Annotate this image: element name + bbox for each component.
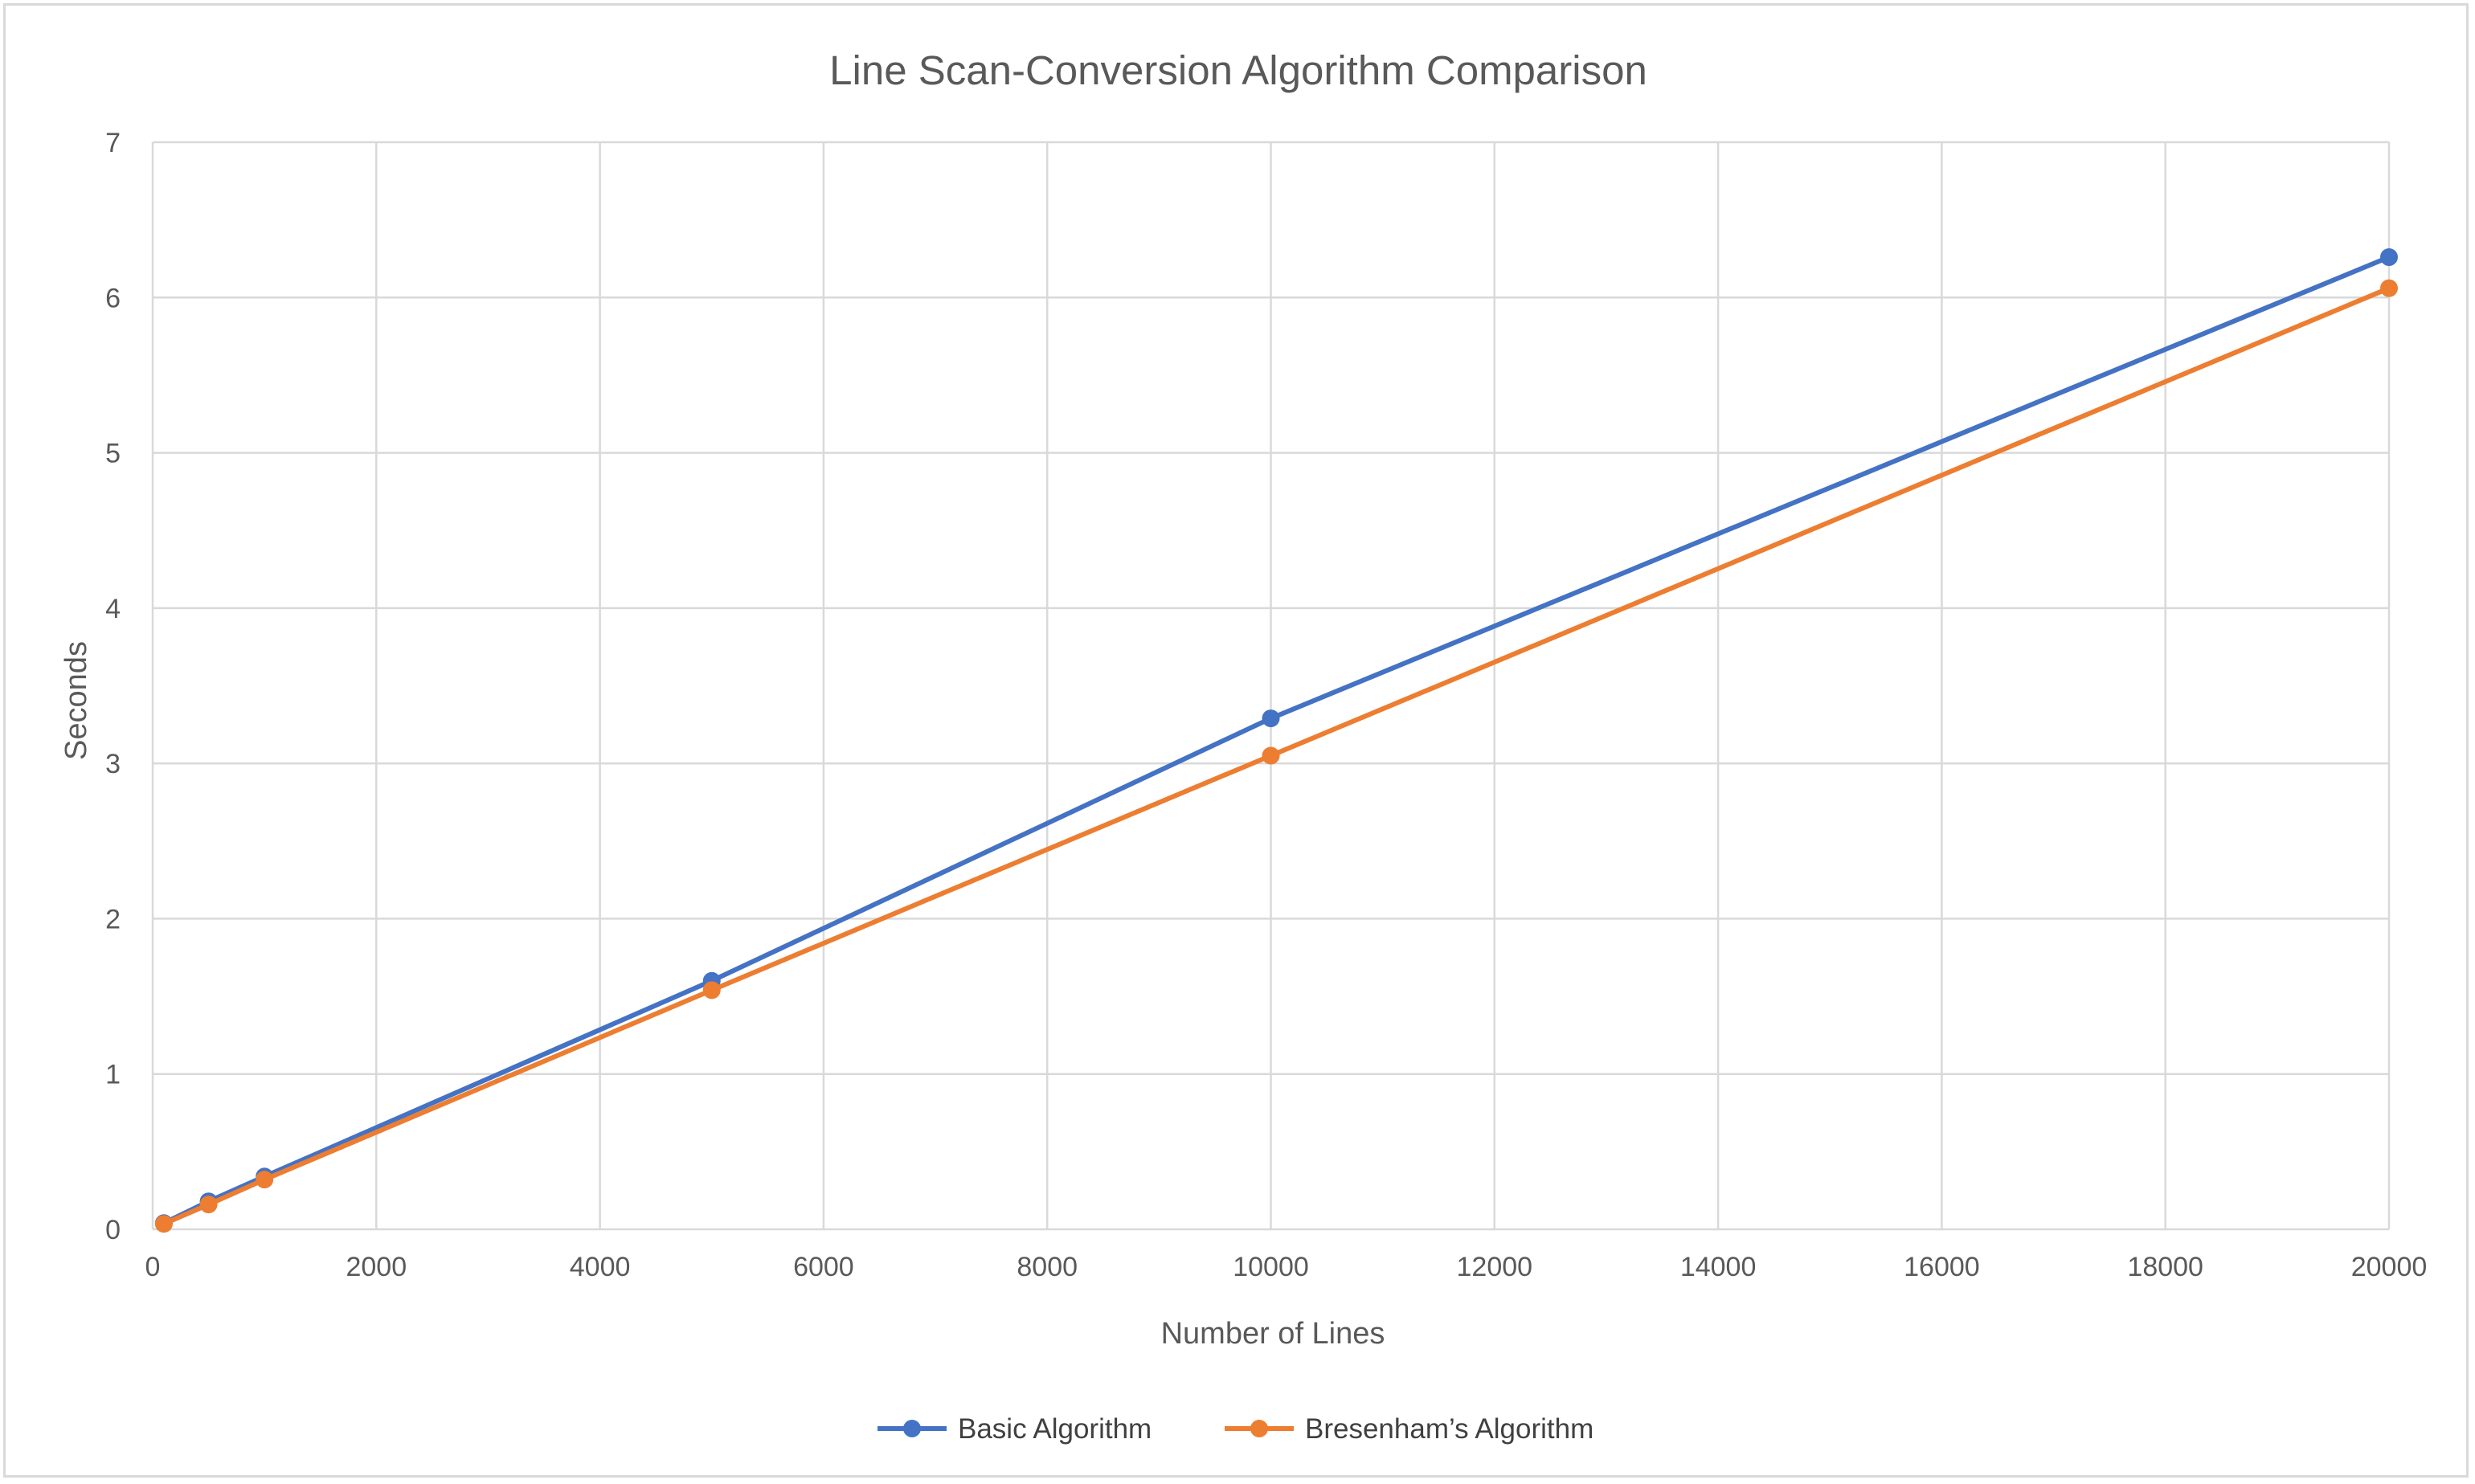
- data-point: [154, 1215, 173, 1233]
- gridlines: [151, 141, 2391, 1231]
- legend-label: Basic Algorithm: [958, 1413, 1152, 1445]
- x-tick-label: 2000: [346, 1252, 407, 1282]
- data-point: [199, 1196, 218, 1214]
- legend-swatch-marker: [903, 1420, 921, 1437]
- y-tick-label: 3: [105, 749, 121, 779]
- y-tick-label: 5: [105, 439, 121, 469]
- y-axis-title: Seconds: [59, 641, 93, 760]
- y-tick-label: 7: [105, 128, 121, 158]
- series-1: [154, 279, 2398, 1233]
- data-point: [256, 1171, 274, 1189]
- legend-item: Bresenham’s Algorithm: [1225, 1413, 1593, 1445]
- y-tick-label: 1: [105, 1060, 121, 1090]
- x-tick-label: 14000: [1680, 1252, 1757, 1282]
- y-tick-label: 2: [105, 904, 121, 934]
- x-tick-label: 10000: [1233, 1252, 1309, 1282]
- y-tick-label: 0: [105, 1215, 121, 1245]
- x-tick-label: 8000: [1017, 1252, 1078, 1282]
- x-tick-label: 18000: [2127, 1252, 2203, 1282]
- data-point: [2380, 279, 2398, 297]
- chart-title: Line Scan-Conversion Algorithm Compariso…: [829, 47, 1647, 93]
- x-tick-label: 6000: [793, 1252, 854, 1282]
- line-chart: Line Scan-Conversion Algorithm Compariso…: [59, 47, 2428, 1445]
- x-axis-ticks: 0 2000 4000 6000 8000 10000 12000 14000 16000 180…: [145, 1252, 2428, 1282]
- legend: Basic Algorithm Bresenham’s Algorithm: [878, 1413, 1593, 1445]
- data-point: [1262, 709, 1280, 728]
- y-axis-ticks: 0 1 2 3 4 5 6 7: [105, 128, 121, 1245]
- series-layer: [154, 248, 2398, 1233]
- legend-label: Bresenham’s Algorithm: [1305, 1413, 1593, 1445]
- x-tick-label: 12000: [1457, 1252, 1533, 1282]
- x-tick-label: 4000: [570, 1252, 631, 1282]
- x-axis-title: Number of Lines: [1161, 1317, 1385, 1351]
- y-tick-label: 4: [105, 594, 121, 624]
- x-tick-label: 20000: [2351, 1252, 2428, 1282]
- data-point: [1262, 746, 1280, 765]
- x-tick-label: 0: [145, 1252, 161, 1282]
- series-line: [161, 255, 2391, 1226]
- x-tick-label: 16000: [1904, 1252, 1980, 1282]
- chart-frame: Line Scan-Conversion Algorithm Compariso…: [3, 3, 2469, 1478]
- legend-item: Basic Algorithm: [878, 1413, 1152, 1445]
- legend-swatch-marker: [1250, 1420, 1268, 1437]
- data-point: [2380, 248, 2398, 267]
- data-point: [702, 981, 721, 1000]
- y-tick-label: 6: [105, 283, 121, 313]
